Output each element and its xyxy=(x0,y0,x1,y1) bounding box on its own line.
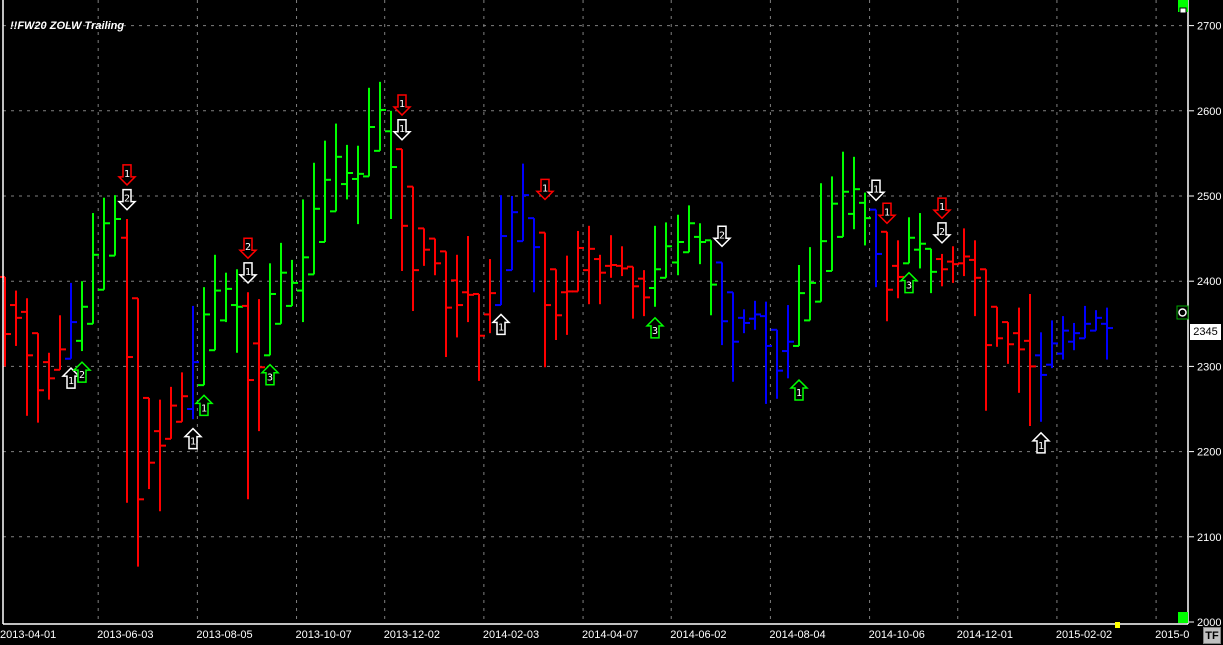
arrow-down-icon xyxy=(117,188,137,211)
arrow-up-icon xyxy=(194,394,214,417)
maximize-icon[interactable] xyxy=(1179,7,1187,14)
y-tick-label: 2100 xyxy=(1197,532,1221,544)
arrow-up-icon xyxy=(645,316,665,339)
scroll-bottom-handle[interactable] xyxy=(1178,612,1188,623)
timeframe-button[interactable]: TF xyxy=(1203,627,1221,644)
x-tick-label: 2015-0 xyxy=(1155,629,1189,641)
marker-label: 3 xyxy=(906,281,912,292)
y-tick-label: 2000 xyxy=(1197,617,1221,629)
y-tick-label: 2400 xyxy=(1197,276,1221,288)
x-tick-label: 2014-12-01 xyxy=(957,629,1013,641)
marker-label: 3 xyxy=(267,373,273,384)
x-tick-label: 2014-10-06 xyxy=(869,629,925,641)
x-tick-label: 2013-12-02 xyxy=(384,629,440,641)
x-tick-label: 2013-04-01 xyxy=(0,629,56,641)
arrow-up-icon xyxy=(260,363,280,386)
marker-label: 2 xyxy=(124,194,130,205)
x-tick-label: 2013-10-07 xyxy=(296,629,352,641)
y-tick-label: 2700 xyxy=(1197,21,1221,33)
last-price-label: 2345 xyxy=(1190,324,1221,340)
y-tick-label: 2300 xyxy=(1197,361,1221,373)
marker-label: 1 xyxy=(245,267,251,278)
x-tick-label: 2014-08-04 xyxy=(769,629,825,641)
marker-label: 3 xyxy=(652,326,658,337)
arrow-up-icon xyxy=(1031,431,1051,454)
arrow-down-icon xyxy=(392,119,412,141)
marker-label: 1 xyxy=(190,437,196,448)
arrow-down-icon xyxy=(535,178,555,201)
y-axis: 2000 2100 2200 2300 2400 2500 2600 2700 xyxy=(1189,21,1221,629)
arrow-down-icon xyxy=(392,94,412,117)
ohlc-bars xyxy=(0,81,1113,567)
marker-label: 1 xyxy=(796,388,802,399)
x-tick-label: 2014-04-07 xyxy=(582,629,638,641)
marker-label: 2 xyxy=(79,370,85,381)
arrow-down-icon xyxy=(932,197,952,220)
marker-label: 1 xyxy=(399,124,405,135)
arrow-up-icon xyxy=(183,427,203,450)
circle-icon xyxy=(1178,308,1187,317)
arrow-up-icon xyxy=(72,361,92,383)
arrow-up-icon xyxy=(491,313,511,336)
marker-label: 1 xyxy=(124,169,130,180)
y-tick-label: 2600 xyxy=(1197,106,1221,118)
time-marker[interactable] xyxy=(1115,622,1120,628)
marker-label: 1 xyxy=(498,322,504,333)
marker-label: 2 xyxy=(245,242,251,253)
marker-label: 1 xyxy=(873,184,879,195)
scroll-top-handle[interactable] xyxy=(1178,0,1188,12)
arrow-down-icon xyxy=(712,225,732,248)
chart-title: !!FW20 ZOLW Trailing xyxy=(10,20,125,32)
marker-label: 1 xyxy=(542,183,548,194)
arrow-down-icon xyxy=(932,222,952,244)
marker-label: 2 xyxy=(719,230,725,241)
marker-label: 2 xyxy=(939,227,945,238)
marker-label: 1 xyxy=(399,99,405,110)
marker-label: 1 xyxy=(939,202,945,213)
x-tick-label: 2015-02-02 xyxy=(1056,629,1112,641)
arrow-up-icon xyxy=(899,271,919,294)
y-tick-label: 2500 xyxy=(1197,191,1221,203)
x-tick-label: 2013-06-03 xyxy=(97,629,153,641)
arrow-up-icon xyxy=(61,367,81,389)
marker-label: 1 xyxy=(884,207,890,218)
grid-lines xyxy=(3,0,1188,624)
x-axis: 2013-04-01 2013-06-03 2013-08-05 2013-10-07… xyxy=(0,629,1189,641)
x-tick-label: 2014-06-02 xyxy=(670,629,726,641)
arrow-up-icon xyxy=(789,378,809,401)
x-tick-label: 2013-08-05 xyxy=(196,629,252,641)
marker-label: 1 xyxy=(1038,441,1044,452)
arrow-down-icon xyxy=(866,179,886,202)
marker-label: 1 xyxy=(201,403,207,414)
marker-label: 1 xyxy=(68,376,74,387)
arrow-down-icon xyxy=(238,262,258,284)
arrow-down-icon xyxy=(877,202,897,225)
y-tick-label: 2200 xyxy=(1197,447,1221,459)
x-tick-label: 2014-02-03 xyxy=(483,629,539,641)
arrow-down-icon xyxy=(117,164,137,186)
arrow-down-icon xyxy=(238,237,258,260)
